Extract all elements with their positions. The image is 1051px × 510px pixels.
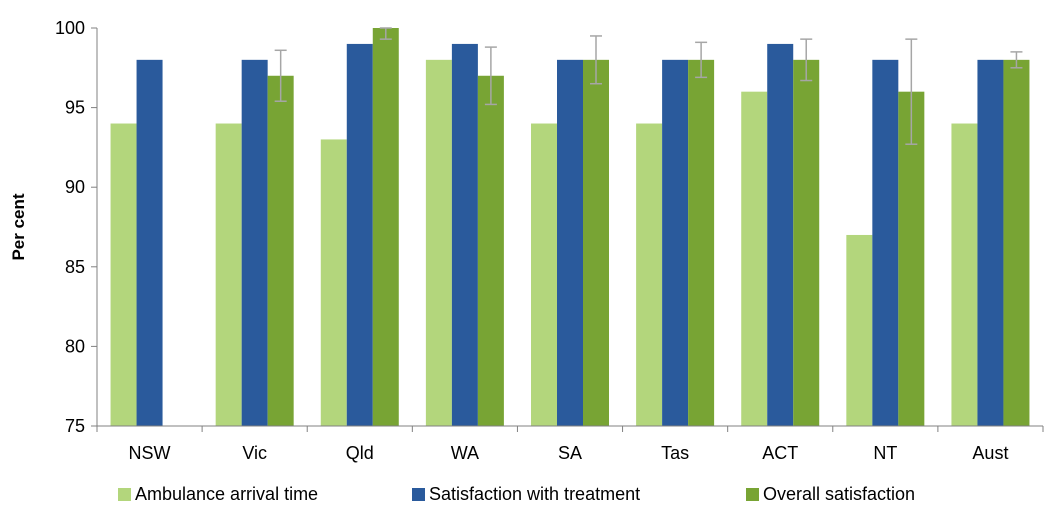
x-tick-label: NT: [873, 443, 897, 463]
bar: [477, 75, 504, 426]
x-tick-label: Vic: [242, 443, 267, 463]
legend-label: Satisfaction with treatment: [429, 484, 640, 504]
bar: [531, 123, 557, 427]
bar: [662, 59, 689, 427]
bar: [110, 123, 137, 427]
y-tick-label: 80: [65, 336, 85, 356]
bar: [977, 59, 1004, 427]
bars-layer: [110, 28, 1030, 427]
y-tick-label: 75: [65, 416, 85, 436]
x-tick-label: NSW: [129, 443, 171, 463]
legend-swatch: [746, 488, 759, 501]
bar: [688, 59, 715, 427]
legend: Ambulance arrival time Satisfaction with …: [118, 484, 915, 504]
bar: [136, 59, 163, 427]
x-tick-label: ACT: [762, 443, 798, 463]
bar: [425, 59, 452, 427]
bar: [846, 234, 873, 426]
x-tick-labels: NSW Vic Qld WA SA Tas ACT NT Aust: [96, 426, 1044, 463]
bar: [793, 59, 820, 427]
legend-swatch: [118, 488, 131, 501]
legend-label: Overall satisfaction: [763, 484, 915, 504]
bar: [320, 139, 347, 426]
bar: [741, 91, 768, 427]
bar: [872, 59, 899, 427]
y-tick-label: 95: [65, 98, 85, 118]
bar: [346, 43, 373, 427]
x-tick-label: Qld: [346, 443, 374, 463]
bar: [767, 43, 794, 427]
bar: [898, 91, 925, 427]
bar: [215, 123, 242, 427]
bar: [241, 59, 268, 427]
x-tick-label: Aust: [972, 443, 1008, 463]
bar: [372, 28, 399, 426]
y-tick-label: 90: [65, 177, 85, 197]
y-tick-label: 85: [65, 257, 85, 277]
bar: [451, 43, 478, 427]
bar: [636, 123, 663, 427]
y-ticks: 75 80 85 90 95 100: [55, 18, 97, 436]
y-tick-label: 100: [55, 18, 85, 38]
bar: [1003, 59, 1030, 427]
x-tick-label: SA: [558, 443, 582, 463]
bar: [951, 123, 978, 427]
error-bars-layer: [274, 27, 1023, 145]
bar: [267, 75, 294, 426]
legend-swatch: [412, 488, 425, 501]
legend-label: Ambulance arrival time: [135, 484, 318, 504]
bar: [583, 59, 609, 427]
x-tick-label: WA: [451, 443, 479, 463]
bar: [557, 59, 583, 427]
y-axis-label: Per cent: [9, 193, 28, 260]
x-tick-label: Tas: [661, 443, 689, 463]
